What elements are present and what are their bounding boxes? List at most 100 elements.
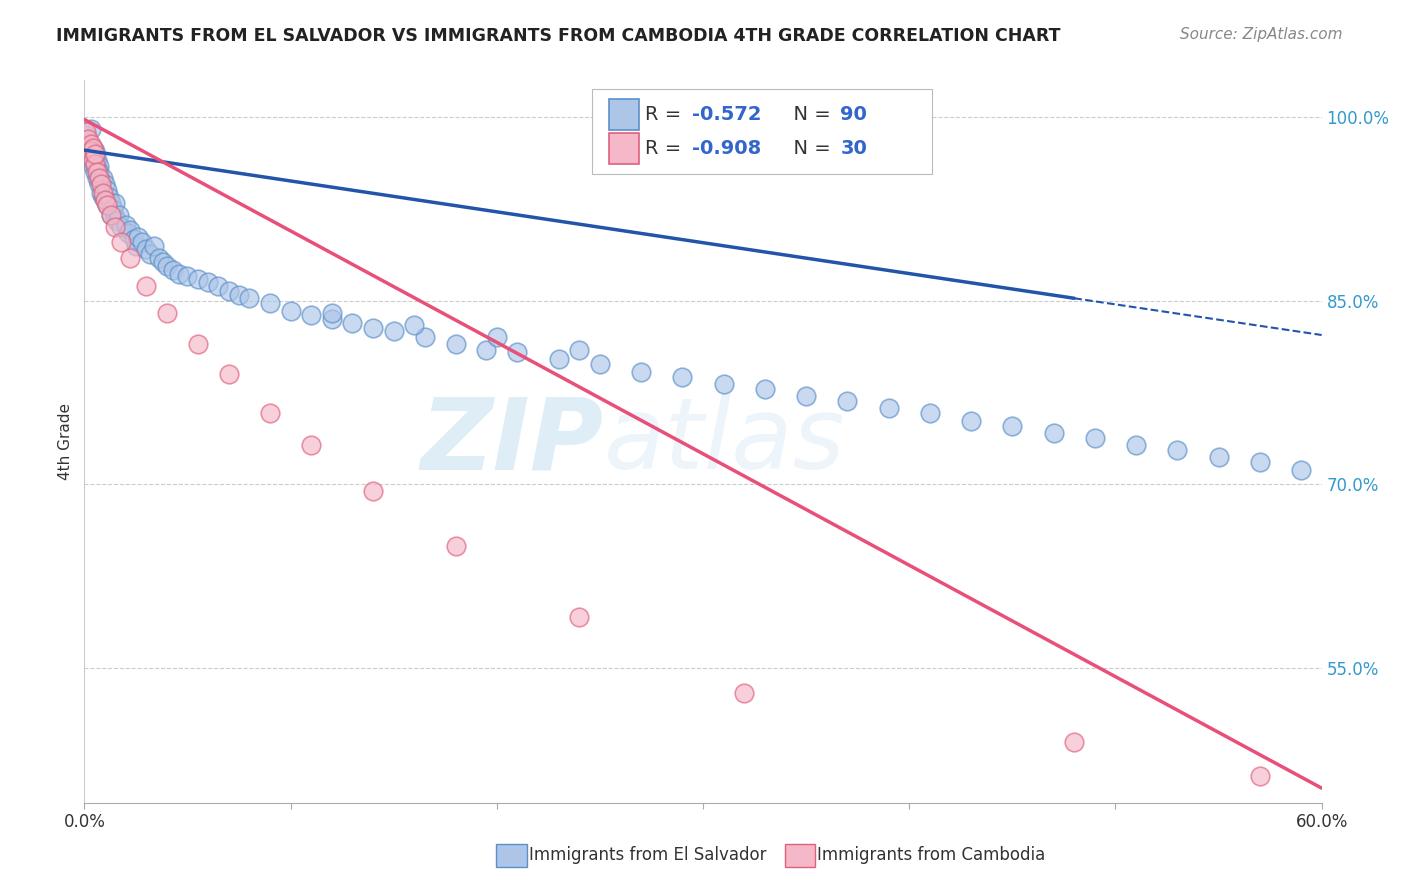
Point <box>475 343 498 357</box>
Text: R =: R = <box>645 139 688 158</box>
Point <box>100 208 122 222</box>
Point <box>77 132 100 146</box>
Point <box>135 242 157 256</box>
Point <box>321 306 343 320</box>
Point <box>90 174 112 188</box>
Point <box>259 296 281 310</box>
Point <box>238 291 260 305</box>
Point <box>75 125 97 139</box>
Point <box>299 438 322 452</box>
Point <box>87 178 110 192</box>
Point <box>83 165 105 179</box>
Point <box>79 146 101 161</box>
Point <box>280 303 302 318</box>
Text: Source: ZipAtlas.com: Source: ZipAtlas.com <box>1180 27 1343 42</box>
Point <box>299 309 322 323</box>
Point <box>135 279 157 293</box>
FancyBboxPatch shape <box>592 89 932 174</box>
Text: atlas: atlas <box>605 393 845 490</box>
Text: N =: N = <box>780 105 837 124</box>
Point <box>104 211 127 225</box>
Point <box>152 254 174 268</box>
FancyBboxPatch shape <box>609 133 638 164</box>
Text: IMMIGRANTS FROM EL SALVADOR VS IMMIGRANTS FROM CAMBODIA 4TH GRADE CORRELATION CH: IMMIGRANTS FROM EL SALVADOR VS IMMIGRANT… <box>56 27 1060 45</box>
Point <box>77 135 100 149</box>
Point <box>87 165 110 179</box>
Point <box>125 238 148 252</box>
Point <box>82 153 104 167</box>
Point <box>485 330 508 344</box>
Text: N =: N = <box>780 139 837 158</box>
Point <box>114 218 136 232</box>
Point <box>837 394 859 409</box>
Point <box>361 483 384 498</box>
Point <box>444 336 467 351</box>
Point <box>218 367 240 381</box>
Point <box>79 153 101 167</box>
Point <box>96 184 118 198</box>
Point <box>207 279 229 293</box>
Point <box>1084 431 1107 445</box>
Point <box>82 141 104 155</box>
Point <box>176 269 198 284</box>
Y-axis label: 4th Grade: 4th Grade <box>58 403 73 480</box>
Point <box>82 141 104 155</box>
Point <box>79 136 101 151</box>
Point <box>733 685 755 699</box>
Point <box>218 284 240 298</box>
Point <box>108 208 131 222</box>
Point <box>568 609 591 624</box>
Point <box>90 178 112 192</box>
Point <box>86 161 108 176</box>
Point <box>671 369 693 384</box>
Point <box>404 318 426 333</box>
Point <box>139 247 162 261</box>
Point <box>187 336 209 351</box>
Point <box>79 145 101 159</box>
Point <box>1289 463 1312 477</box>
Text: -0.572: -0.572 <box>692 105 762 124</box>
Point <box>713 376 735 391</box>
Point <box>1125 438 1147 452</box>
Point <box>94 194 117 208</box>
Point <box>117 227 139 241</box>
Point <box>589 358 612 372</box>
Point <box>118 222 141 236</box>
Point <box>91 186 114 200</box>
Text: 30: 30 <box>841 139 868 158</box>
Point <box>382 324 405 338</box>
Point <box>96 198 118 212</box>
Point <box>86 171 108 186</box>
Point <box>82 159 104 173</box>
Point <box>187 271 209 285</box>
Point <box>94 194 117 208</box>
Point <box>110 235 132 249</box>
Point <box>100 208 122 222</box>
Point <box>506 345 529 359</box>
Text: 90: 90 <box>841 105 868 124</box>
Point <box>86 165 108 179</box>
Point <box>91 171 114 186</box>
Point <box>98 189 121 203</box>
Point <box>1063 734 1085 748</box>
Point <box>79 122 101 136</box>
Point <box>83 149 105 163</box>
Point <box>1249 455 1271 469</box>
Point <box>228 287 250 301</box>
Point <box>568 343 591 357</box>
Text: -0.908: -0.908 <box>692 139 761 158</box>
Text: Immigrants from Cambodia: Immigrants from Cambodia <box>817 847 1045 864</box>
Point <box>118 251 141 265</box>
Point <box>1208 450 1230 465</box>
Point <box>87 159 110 173</box>
Point <box>103 202 125 216</box>
Point <box>75 128 97 143</box>
Point <box>83 156 105 170</box>
Point <box>197 276 219 290</box>
Point <box>1042 425 1064 440</box>
Point <box>630 365 652 379</box>
Point <box>104 195 127 210</box>
Point <box>1001 418 1024 433</box>
Point <box>90 186 112 200</box>
Point <box>361 320 384 334</box>
